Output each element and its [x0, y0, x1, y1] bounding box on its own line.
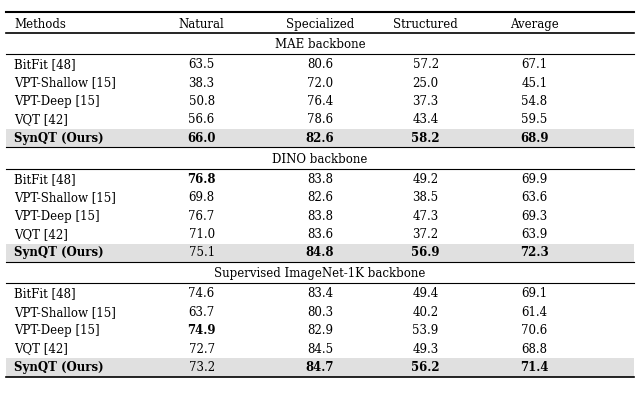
- Text: 84.5: 84.5: [307, 343, 333, 356]
- Text: 67.1: 67.1: [522, 58, 547, 71]
- Text: 69.9: 69.9: [521, 173, 548, 186]
- Text: 49.3: 49.3: [412, 343, 439, 356]
- Text: 49.4: 49.4: [412, 287, 439, 300]
- Text: Supervised ImageNet-1K backbone: Supervised ImageNet-1K backbone: [214, 267, 426, 280]
- Text: VPT-Shallow [15]: VPT-Shallow [15]: [14, 191, 116, 204]
- Text: 25.0: 25.0: [413, 77, 438, 90]
- Text: VQT [42]: VQT [42]: [14, 114, 68, 126]
- Text: BitFit [48]: BitFit [48]: [14, 287, 76, 300]
- Text: 83.4: 83.4: [307, 287, 333, 300]
- Text: Structured: Structured: [393, 17, 458, 31]
- Text: 73.2: 73.2: [189, 361, 214, 374]
- Text: VPT-Shallow [15]: VPT-Shallow [15]: [14, 77, 116, 90]
- Text: 82.6: 82.6: [307, 191, 333, 204]
- Text: 56.2: 56.2: [412, 361, 440, 374]
- Text: BitFit [48]: BitFit [48]: [14, 58, 76, 71]
- Text: VPT-Deep [15]: VPT-Deep [15]: [14, 95, 100, 108]
- Text: 76.4: 76.4: [307, 95, 333, 108]
- Text: 58.2: 58.2: [412, 132, 440, 145]
- Text: VQT [42]: VQT [42]: [14, 343, 68, 356]
- Text: 50.8: 50.8: [189, 95, 214, 108]
- FancyBboxPatch shape: [6, 129, 634, 147]
- Text: SynQT (Ours): SynQT (Ours): [14, 247, 104, 259]
- Text: 74.9: 74.9: [188, 324, 216, 337]
- Text: 72.0: 72.0: [307, 77, 333, 90]
- Text: 53.9: 53.9: [412, 324, 439, 337]
- FancyBboxPatch shape: [6, 244, 634, 262]
- Text: 80.3: 80.3: [307, 306, 333, 319]
- Text: 76.8: 76.8: [188, 173, 216, 186]
- Text: 82.6: 82.6: [306, 132, 334, 145]
- Text: 37.3: 37.3: [412, 95, 439, 108]
- Text: Methods: Methods: [14, 17, 66, 31]
- Text: 56.6: 56.6: [188, 114, 215, 126]
- Text: 71.0: 71.0: [189, 228, 214, 241]
- Text: 72.3: 72.3: [520, 247, 548, 259]
- Text: 63.9: 63.9: [521, 228, 548, 241]
- Text: 76.7: 76.7: [188, 210, 215, 223]
- Text: Specialized: Specialized: [286, 17, 354, 31]
- Text: 69.8: 69.8: [189, 191, 214, 204]
- Text: VQT [42]: VQT [42]: [14, 228, 68, 241]
- Text: 40.2: 40.2: [413, 306, 438, 319]
- Text: MAE backbone: MAE backbone: [275, 38, 365, 51]
- Text: 69.3: 69.3: [521, 210, 548, 223]
- Text: 63.7: 63.7: [188, 306, 215, 319]
- Text: 83.8: 83.8: [307, 210, 333, 223]
- Text: 70.6: 70.6: [521, 324, 548, 337]
- Text: 68.8: 68.8: [522, 343, 547, 356]
- Text: 63.6: 63.6: [521, 191, 548, 204]
- Text: 78.6: 78.6: [307, 114, 333, 126]
- Text: 47.3: 47.3: [412, 210, 439, 223]
- Text: 38.3: 38.3: [189, 77, 214, 90]
- Text: Average: Average: [510, 17, 559, 31]
- Text: 84.8: 84.8: [306, 247, 334, 259]
- Text: 54.8: 54.8: [522, 95, 547, 108]
- Text: 66.0: 66.0: [188, 132, 216, 145]
- Text: VPT-Deep [15]: VPT-Deep [15]: [14, 210, 100, 223]
- Text: 45.1: 45.1: [522, 77, 547, 90]
- Text: 69.1: 69.1: [522, 287, 547, 300]
- Text: VPT-Shallow [15]: VPT-Shallow [15]: [14, 306, 116, 319]
- Text: 83.8: 83.8: [307, 173, 333, 186]
- Text: 56.9: 56.9: [412, 247, 440, 259]
- Text: 83.6: 83.6: [307, 228, 333, 241]
- Text: 49.2: 49.2: [413, 173, 438, 186]
- Text: 71.4: 71.4: [520, 361, 548, 374]
- Text: Natural: Natural: [179, 17, 225, 31]
- Text: 59.5: 59.5: [521, 114, 548, 126]
- Text: 63.5: 63.5: [188, 58, 215, 71]
- Text: 84.7: 84.7: [306, 361, 334, 374]
- Text: 43.4: 43.4: [412, 114, 439, 126]
- Text: SynQT (Ours): SynQT (Ours): [14, 361, 104, 374]
- Text: BitFit [48]: BitFit [48]: [14, 173, 76, 186]
- Text: VPT-Deep [15]: VPT-Deep [15]: [14, 324, 100, 337]
- Text: 72.7: 72.7: [189, 343, 214, 356]
- Text: DINO backbone: DINO backbone: [272, 153, 368, 166]
- Text: 82.9: 82.9: [307, 324, 333, 337]
- FancyBboxPatch shape: [6, 358, 634, 377]
- Text: SynQT (Ours): SynQT (Ours): [14, 132, 104, 145]
- Text: 57.2: 57.2: [413, 58, 438, 71]
- Text: 75.1: 75.1: [189, 247, 214, 259]
- Text: 37.2: 37.2: [413, 228, 438, 241]
- Text: 61.4: 61.4: [522, 306, 547, 319]
- Text: 74.6: 74.6: [188, 287, 215, 300]
- Text: 38.5: 38.5: [413, 191, 438, 204]
- Text: 68.9: 68.9: [520, 132, 548, 145]
- Text: 80.6: 80.6: [307, 58, 333, 71]
